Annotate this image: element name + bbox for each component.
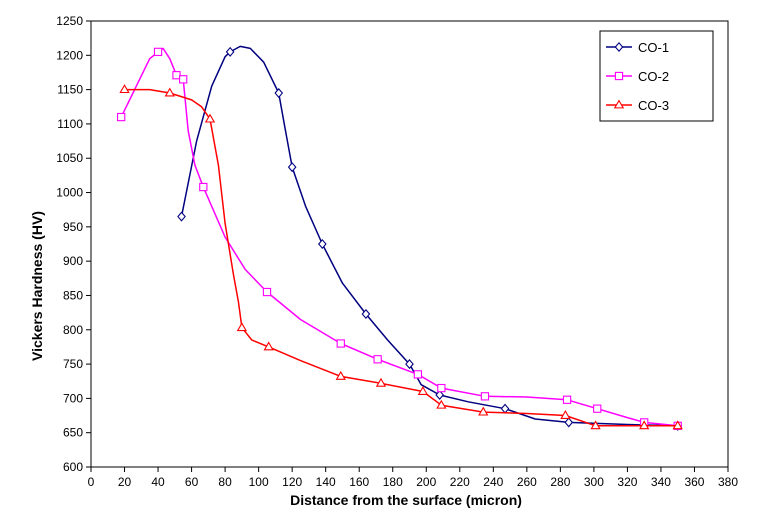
y-tick-label: 1250 xyxy=(56,14,83,28)
data-point xyxy=(375,377,387,387)
data-point xyxy=(263,341,274,351)
x-axis-ticks: 0 20 40 60 80 100 120 140 160 180 200 220 240 260 280 3… xyxy=(88,467,738,489)
series-co-2 xyxy=(117,47,682,430)
data-point xyxy=(590,420,601,430)
data-point xyxy=(225,46,235,57)
data-point xyxy=(164,87,175,97)
x-tick-label: 20 xyxy=(118,475,132,489)
legend-item: CO-3 xyxy=(606,98,669,113)
y-tick-label: 800 xyxy=(63,323,83,337)
data-point xyxy=(177,211,186,222)
data-point xyxy=(172,71,181,80)
data-point xyxy=(336,339,345,348)
legend-label: CO-3 xyxy=(638,98,669,113)
data-point xyxy=(564,417,574,428)
data-point xyxy=(262,287,272,297)
data-point xyxy=(274,88,284,99)
data-point xyxy=(373,355,382,364)
x-tick-label: 260 xyxy=(517,475,537,489)
data-point xyxy=(405,359,414,370)
legend-marker xyxy=(613,99,625,109)
data-point xyxy=(204,113,216,123)
x-axis-title: Distance from the surface (micron) xyxy=(290,492,522,508)
data-point xyxy=(335,370,346,380)
series-co-3 xyxy=(119,84,683,430)
data-point xyxy=(318,238,327,250)
y-tick-label: 750 xyxy=(63,357,83,371)
data-point xyxy=(436,399,447,409)
data-point xyxy=(417,386,429,395)
data-point xyxy=(117,112,126,122)
y-tick-label: 1000 xyxy=(56,186,83,200)
x-tick-label: 340 xyxy=(651,475,671,489)
series-line xyxy=(124,88,678,427)
data-point xyxy=(413,370,423,379)
legend-label: CO-2 xyxy=(638,69,669,84)
series-line xyxy=(120,47,678,427)
data-point xyxy=(593,404,602,413)
x-tick-label: 280 xyxy=(550,475,570,489)
data-point xyxy=(179,75,188,84)
x-tick-label: 60 xyxy=(185,475,199,489)
data-point xyxy=(361,308,371,320)
data-point xyxy=(287,162,297,173)
series-layer xyxy=(117,45,683,431)
x-tick-label: 0 xyxy=(88,475,95,489)
x-tick-label: 220 xyxy=(450,475,470,489)
x-tick-label: 320 xyxy=(617,475,637,489)
y-tick-label: 950 xyxy=(63,220,83,234)
y-tick-label: 850 xyxy=(63,288,83,302)
data-point xyxy=(153,47,163,57)
y-tick-label: 700 xyxy=(63,391,83,405)
x-tick-label: 360 xyxy=(684,475,704,489)
y-tick-label: 1050 xyxy=(56,151,83,165)
x-tick-label: 200 xyxy=(416,475,436,489)
legend-item: CO-1 xyxy=(606,40,669,55)
y-tick-label: 1200 xyxy=(56,48,83,62)
data-point xyxy=(672,420,683,430)
x-tick-label: 80 xyxy=(218,475,232,489)
data-point xyxy=(199,182,208,192)
y-tick-label: 900 xyxy=(63,254,83,268)
x-tick-label: 100 xyxy=(249,475,269,489)
x-tick-label: 240 xyxy=(483,475,503,489)
y-tick-label: 600 xyxy=(63,460,83,474)
y-axis-ticks: 600 650 700 750 800 850 900 950 1000 1050 1100 1150… xyxy=(56,14,91,474)
data-point xyxy=(560,410,571,419)
y-tick-label: 650 xyxy=(63,426,83,440)
legend: CO-1 CO-2 CO-3 xyxy=(599,30,714,122)
legend-item: CO-2 xyxy=(606,69,669,84)
plot-area xyxy=(90,20,729,468)
data-point xyxy=(236,322,248,332)
x-tick-label: 380 xyxy=(718,475,738,489)
data-point xyxy=(562,395,572,404)
x-tick-label: 140 xyxy=(316,475,336,489)
data-point xyxy=(480,392,490,401)
x-tick-label: 300 xyxy=(584,475,604,489)
legend-marker xyxy=(614,41,624,53)
plot-frame xyxy=(90,20,729,468)
legend-label: CO-1 xyxy=(638,40,669,55)
y-tick-label: 1150 xyxy=(57,83,83,97)
data-point xyxy=(478,406,489,416)
x-tick-label: 180 xyxy=(383,475,403,489)
x-tick-label: 40 xyxy=(151,475,165,489)
data-point xyxy=(437,383,446,393)
y-axis-title: Vickers Hardness (HV) xyxy=(29,211,45,361)
data-point xyxy=(500,403,510,414)
x-tick-label: 160 xyxy=(349,475,369,489)
data-point xyxy=(639,420,650,430)
y-tick-label: 1100 xyxy=(57,117,83,131)
data-point xyxy=(435,389,444,400)
legend-marker xyxy=(614,71,624,81)
data-point xyxy=(119,84,130,94)
x-tick-label: 120 xyxy=(282,475,302,489)
